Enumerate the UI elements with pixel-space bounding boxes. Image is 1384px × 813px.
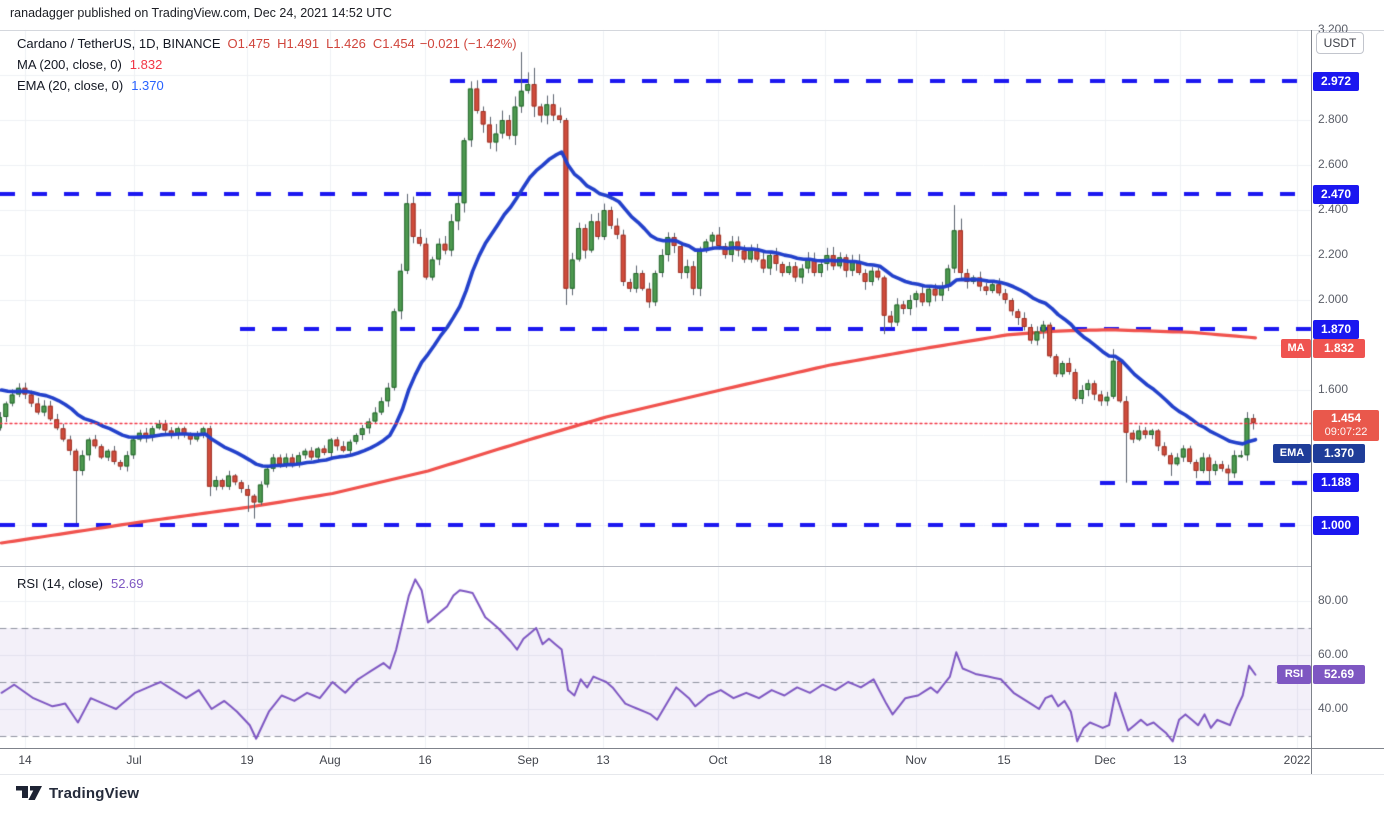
- time-tick-label: 14: [18, 753, 32, 767]
- ohlc-high: H1.491: [277, 36, 320, 51]
- price-tick-label: 2.600: [1318, 157, 1349, 171]
- time-tick-label: 13: [596, 753, 610, 767]
- time-tick-label: Sep: [517, 753, 539, 767]
- rsi-tick-label: 80.00: [1318, 593, 1349, 607]
- ma-legend-row[interactable]: MA (200, close, 0) 1.832: [17, 54, 517, 75]
- time-tick-label: Jul: [126, 753, 142, 767]
- ema-legend-row[interactable]: EMA (20, close, 0) 1.370: [17, 75, 517, 96]
- rsi-legend-row[interactable]: RSI (14, close) 52.69: [17, 576, 144, 591]
- price-tick-label: 1.600: [1318, 382, 1349, 396]
- time-tick-label: 16: [418, 753, 432, 767]
- time-tick-label: 18: [818, 753, 832, 767]
- time-tick-label: 13: [1173, 753, 1187, 767]
- ma-label: MA (200, close, 0): [17, 57, 122, 72]
- price-level-badge: 1.188: [1313, 473, 1359, 493]
- time-tick-label: Dec: [1094, 753, 1116, 767]
- current-price-badge: 1.454 09:07:22: [1313, 410, 1379, 441]
- rsi-value: 52.69: [110, 576, 144, 591]
- time-tick-label: Aug: [319, 753, 341, 767]
- rsi-label: RSI (14, close): [17, 576, 103, 591]
- time-tick-label: 15: [997, 753, 1011, 767]
- current-price-value: 1.454: [1330, 411, 1362, 425]
- time-axis-border: [0, 748, 1384, 749]
- ohlc-low: L1.426: [326, 36, 366, 51]
- attribution-text: ranadagger published on TradingView.com,…: [10, 6, 392, 20]
- ema-label: EMA (20, close, 0): [17, 78, 124, 93]
- legend: Cardano / TetherUS, 1D, BINANCE O1.475 H1.…: [17, 33, 517, 96]
- ohlc-open: O1.475: [227, 36, 271, 51]
- rsi-chip: RSI: [1277, 665, 1311, 685]
- ma-value: 1.832: [129, 57, 163, 72]
- rsi-tick-label: 40.00: [1318, 701, 1349, 715]
- price-level-badge: 2.972: [1313, 71, 1359, 91]
- tradingview-logo-icon: [16, 786, 42, 800]
- symbol-title: Cardano / TetherUS, 1D, BINANCE: [17, 36, 221, 51]
- ema-chip: EMA: [1273, 444, 1311, 463]
- pane-separator[interactable]: [0, 566, 1311, 567]
- price-tick-label: 2.400: [1318, 202, 1349, 216]
- time-tick-label: Oct: [708, 753, 728, 767]
- symbol-legend-row[interactable]: Cardano / TetherUS, 1D, BINANCE O1.475 H1.…: [17, 33, 517, 54]
- ema-value: 1.370: [131, 78, 164, 93]
- price-level-badge: 1.870: [1313, 319, 1359, 339]
- price-tick-label: 2.800: [1318, 112, 1349, 126]
- price-tick-label: 2.000: [1318, 292, 1349, 306]
- time-tick-label: Nov: [905, 753, 927, 767]
- rsi-value-badge: 52.69: [1313, 665, 1365, 685]
- chart-top-border: [0, 30, 1384, 31]
- time-tick-label: 19: [240, 753, 254, 767]
- price-level-badge: 1.000: [1313, 515, 1359, 535]
- tradingview-logo-text: TradingView: [49, 785, 140, 802]
- price-axis-border: [1311, 30, 1312, 774]
- ma-chip: MA: [1281, 339, 1311, 358]
- price-axis[interactable]: [1311, 30, 1384, 748]
- price-level-badge: 2.470: [1313, 184, 1359, 204]
- time-tick-label: 2022: [1283, 753, 1311, 767]
- currency-toggle-usdt[interactable]: USDT: [1316, 32, 1364, 54]
- time-axis[interactable]: [0, 748, 1311, 774]
- bottom-border: [0, 774, 1384, 775]
- change-value: −0.021 (−1.42%): [419, 36, 517, 51]
- rsi-tick-label: 60.00: [1318, 647, 1349, 661]
- price-tick-label: 2.200: [1318, 247, 1349, 261]
- bar-countdown: 09:07:22: [1324, 426, 1368, 438]
- ma-value-badge: 1.832: [1313, 339, 1365, 358]
- tradingview-link[interactable]: TradingView: [16, 785, 139, 802]
- ohlc-close: C1.454: [372, 36, 415, 51]
- ema-value-badge: 1.370: [1313, 444, 1365, 463]
